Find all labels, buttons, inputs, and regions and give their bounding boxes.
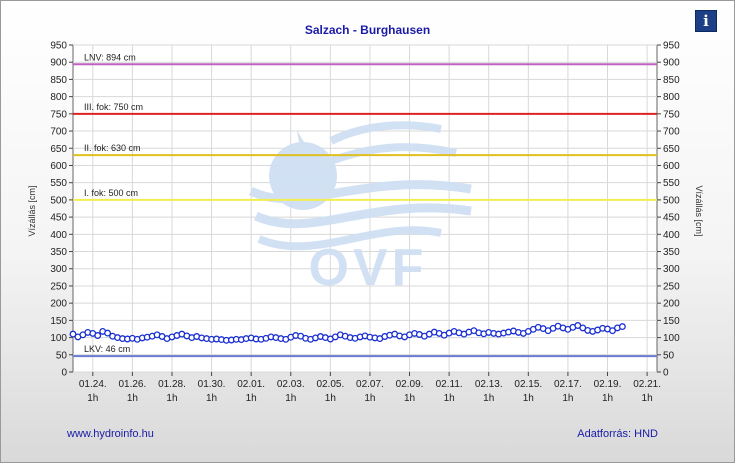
x-tick-label: 02.13. xyxy=(475,379,503,390)
axes: 0 0 50 50 100 100 150 150 200 200 250 250 300 300 350 3… xyxy=(50,41,680,405)
y-tick-label-right: 350 xyxy=(663,247,680,258)
y-tick-label-left: 150 xyxy=(50,316,67,327)
y-tick-label-left: 800 xyxy=(50,92,67,103)
y-tick-label-right: 650 xyxy=(663,144,680,155)
y-axis-title-right: Vízállás [cm] xyxy=(694,185,704,236)
y-tick-label-right: 100 xyxy=(663,333,680,344)
threshold-lines: LNV: 894 cm III. fok: 750 cm II. fok: 630 … xyxy=(73,52,657,358)
website-link[interactable]: www.hydroinfo.hu xyxy=(67,428,154,440)
threshold-label: III. fok: 750 cm xyxy=(84,102,143,112)
x-tick-label: 02.19. xyxy=(594,379,622,390)
x-tick-time-label: 1h xyxy=(404,393,415,404)
threshold-label: LNV: 894 cm xyxy=(84,52,136,62)
y-tick-label-left: 950 xyxy=(50,41,67,52)
threshold-label: LKV: 46 cm xyxy=(84,344,130,354)
y-tick-label-right: 750 xyxy=(663,109,680,120)
y-tick-label-left: 650 xyxy=(50,144,67,155)
x-tick-time-label: 1h xyxy=(364,393,375,404)
x-tick-label: 01.28. xyxy=(158,379,186,390)
y-tick-label-right: 700 xyxy=(663,127,680,138)
y-tick-label-left: 250 xyxy=(50,281,67,292)
x-tick-label: 02.05. xyxy=(316,379,344,390)
y-tick-label-left: 850 xyxy=(50,75,67,86)
watermark-logo: OVF xyxy=(248,121,472,297)
x-tick-time-label: 1h xyxy=(285,393,296,404)
x-tick-time-label: 1h xyxy=(602,393,613,404)
data-point xyxy=(104,329,112,337)
y-tick-label-left: 400 xyxy=(50,230,67,241)
x-tick-time-label: 1h xyxy=(483,393,494,404)
x-tick-time-label: 1h xyxy=(87,393,98,404)
x-tick-time-label: 1h xyxy=(325,393,336,404)
x-tick-time-label: 1h xyxy=(642,393,653,404)
x-tick-time-label: 1h xyxy=(206,393,217,404)
x-tick-label: 02.09. xyxy=(396,379,424,390)
y-tick-label-right: 200 xyxy=(663,299,680,310)
x-tick-label: 01.30. xyxy=(198,379,226,390)
y-tick-label-left: 50 xyxy=(56,350,68,361)
watermark-text: OVF xyxy=(309,239,428,297)
chart-title: Salzach - Burghausen xyxy=(304,23,431,37)
data-point xyxy=(69,330,77,338)
x-tick-label: 01.26. xyxy=(118,379,146,390)
threshold-label: II. fok: 630 cm xyxy=(84,143,141,153)
x-tick-time-label: 1h xyxy=(562,393,573,404)
x-tick-label: 01.24. xyxy=(79,379,107,390)
plot-area xyxy=(72,44,658,373)
data-source: Adatforrás: HND xyxy=(577,428,658,440)
y-tick-label-right: 600 xyxy=(663,161,680,172)
x-tick-label: 02.01. xyxy=(237,379,265,390)
y-tick-label-left: 600 xyxy=(50,161,67,172)
y-tick-label-left: 900 xyxy=(50,58,67,69)
x-tick-label: 02.11. xyxy=(436,379,463,390)
info-icon[interactable]: i xyxy=(695,10,717,32)
y-tick-label-right: 450 xyxy=(663,213,680,224)
y-tick-label-right: 400 xyxy=(663,230,680,241)
data-point xyxy=(618,323,626,331)
y-tick-label-left: 0 xyxy=(61,368,67,379)
x-tick-label: 02.15. xyxy=(514,379,542,390)
y-tick-label-right: 950 xyxy=(663,41,680,52)
x-tick-time-label: 1h xyxy=(166,393,177,404)
x-tick-time-label: 1h xyxy=(246,393,257,404)
x-tick-time-label: 1h xyxy=(127,393,138,404)
x-tick-label: 02.21. xyxy=(633,379,661,390)
y-tick-label-right: 150 xyxy=(663,316,680,327)
y-tick-label-left: 750 xyxy=(50,109,67,120)
threshold-label: I. fok: 500 cm xyxy=(84,188,138,198)
data-point xyxy=(609,327,616,335)
y-tick-label-left: 450 xyxy=(50,213,67,224)
x-tick-label: 02.17. xyxy=(554,379,582,390)
x-tick-label: 02.03. xyxy=(277,379,305,390)
y-tick-label-left: 300 xyxy=(50,264,67,275)
y-tick-label-right: 900 xyxy=(663,58,680,69)
y-tick-label-left: 500 xyxy=(50,195,67,206)
data-point xyxy=(94,332,102,339)
y-tick-label-right: 500 xyxy=(663,195,680,206)
x-tick-time-label: 1h xyxy=(523,393,534,404)
y-tick-label-left: 100 xyxy=(50,333,67,344)
y-tick-label-right: 800 xyxy=(663,92,680,103)
y-tick-label-right: 0 xyxy=(663,368,669,379)
y-axis-title-left: Vízállás [cm] xyxy=(27,185,37,236)
y-tick-label-right: 550 xyxy=(663,178,680,189)
y-tick-label-left: 550 xyxy=(50,178,67,189)
y-tick-label-right: 300 xyxy=(663,264,680,275)
x-tick-label: 02.07. xyxy=(356,379,384,390)
x-tick-time-label: 1h xyxy=(444,393,455,404)
y-tick-label-left: 700 xyxy=(50,127,67,138)
y-tick-label-right: 250 xyxy=(663,281,680,292)
series-layer xyxy=(69,322,626,344)
y-tick-label-right: 850 xyxy=(663,75,680,86)
y-tick-label-left: 350 xyxy=(50,247,67,258)
y-tick-label-left: 200 xyxy=(50,299,67,310)
y-tick-label-right: 50 xyxy=(663,350,675,361)
